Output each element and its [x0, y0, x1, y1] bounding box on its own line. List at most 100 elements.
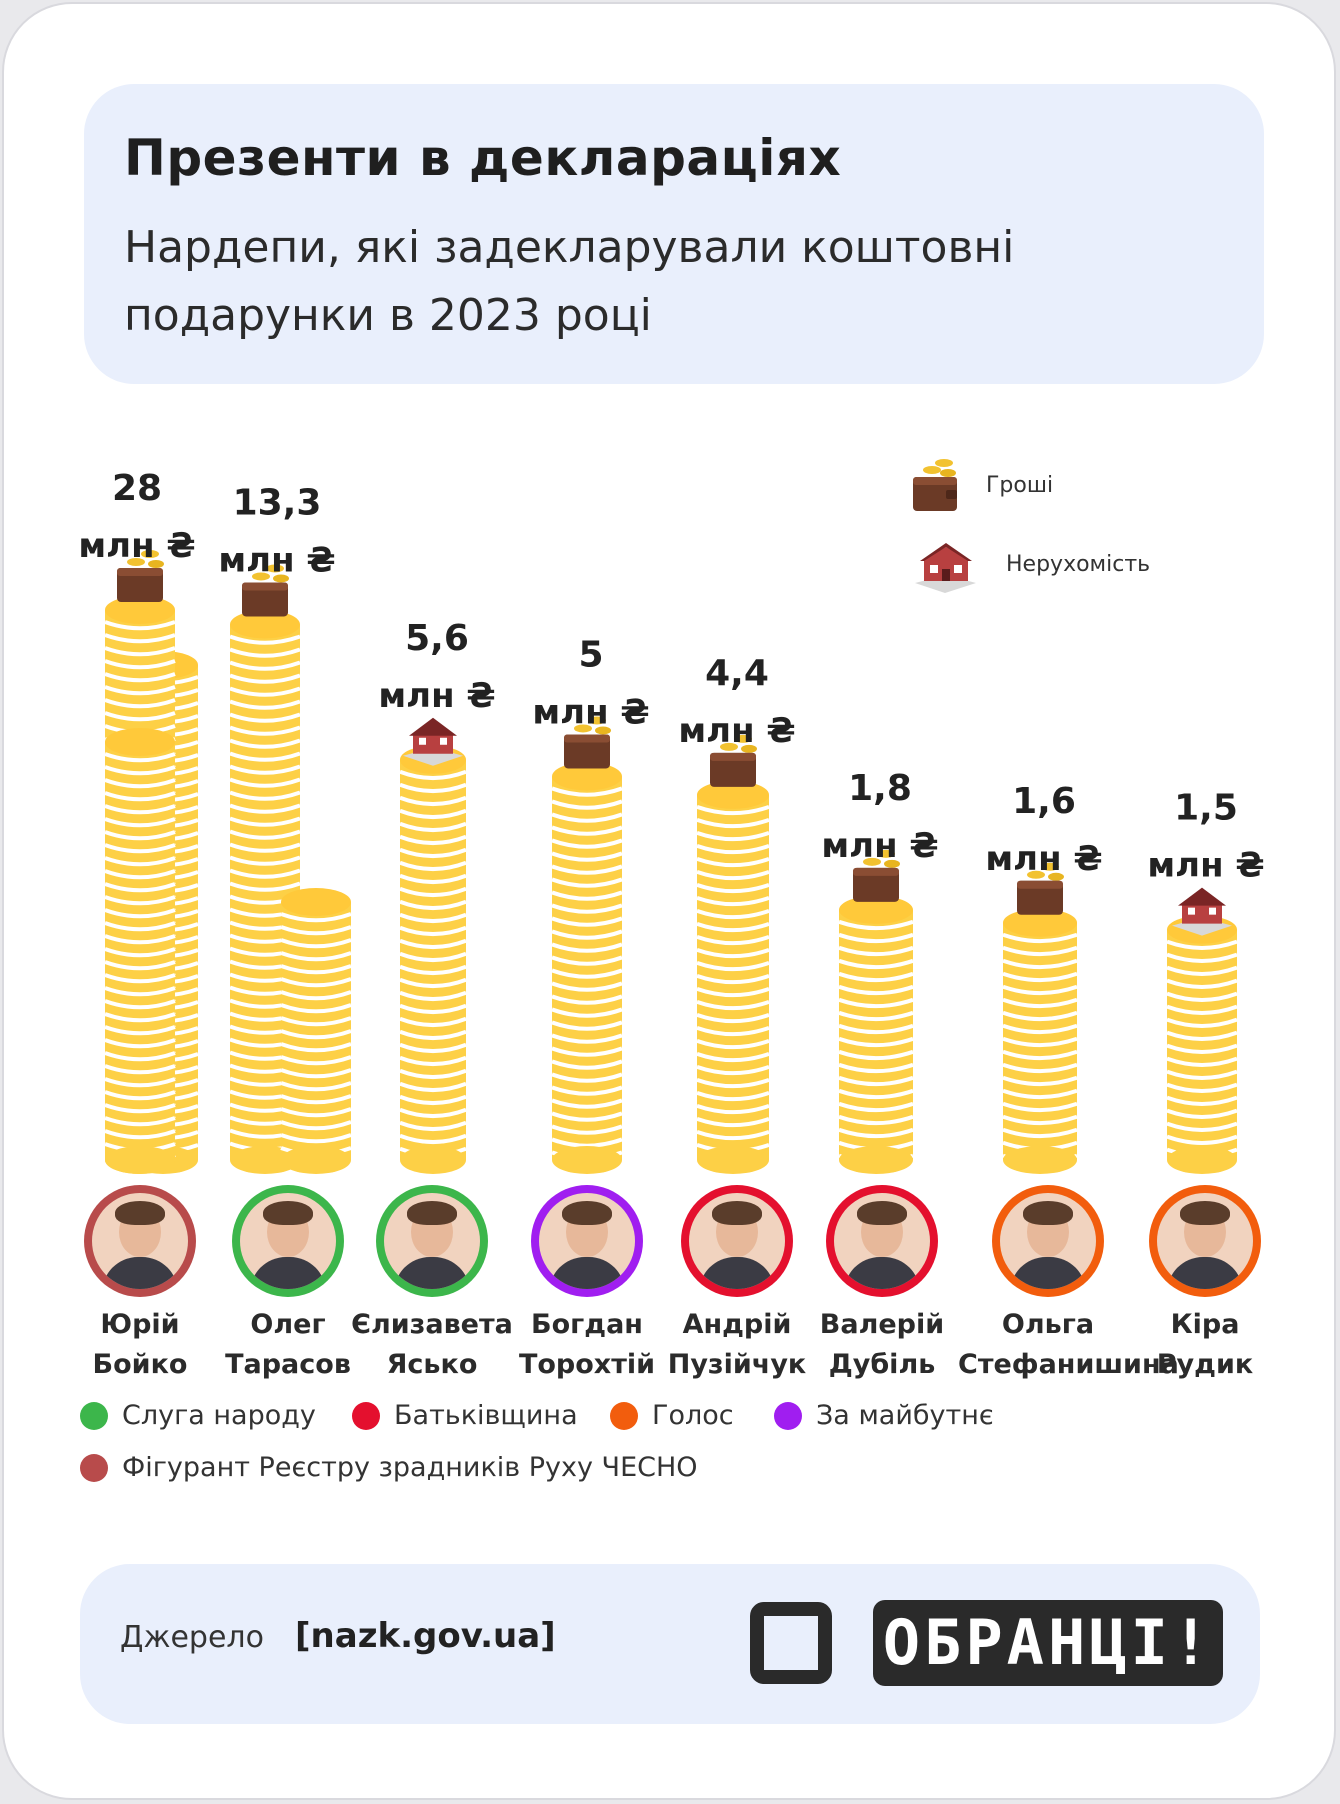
- coin-top: [552, 762, 622, 791]
- coin-edge: [399, 977, 467, 988]
- first-name: Юрій: [100, 1309, 180, 1340]
- coin-edge: [229, 699, 301, 710]
- coin-edge: [399, 808, 467, 819]
- coin-edge: [104, 895, 176, 906]
- avatar: [826, 1185, 938, 1297]
- coin-edge: [104, 843, 176, 854]
- legend-batkivshchyna-label: Батьківщина: [394, 1400, 578, 1431]
- coin-edge: [104, 672, 176, 683]
- coin-edge: [696, 947, 770, 959]
- coin-edge: [399, 1029, 467, 1040]
- coin-edge: [1166, 1108, 1238, 1119]
- coin-edge: [399, 1003, 467, 1014]
- source-link[interactable]: [nazk.gov.ua]: [295, 1616, 556, 1656]
- coin-edge: [104, 1090, 176, 1101]
- coin-bottom: [1167, 1146, 1237, 1174]
- coin-edge: [104, 633, 176, 644]
- portrait-photo: [384, 1193, 480, 1289]
- coin-edge: [104, 685, 176, 696]
- coin-edge: [104, 646, 176, 657]
- coin-edge: [104, 921, 176, 932]
- coin-edge: [696, 908, 770, 920]
- coin-edge: [838, 958, 914, 970]
- coin-icon: [588, 716, 606, 725]
- coin-edge: [696, 1051, 770, 1063]
- wallet-icon: [117, 568, 163, 602]
- coin-edge: [696, 999, 770, 1011]
- value-label: 5: [578, 634, 603, 675]
- portrait-photo: [689, 1193, 785, 1289]
- coin-edge: [696, 934, 770, 946]
- coin-edge: [1166, 1082, 1238, 1093]
- coin-edge: [551, 1085, 623, 1096]
- portrait-photo: [1157, 1193, 1253, 1289]
- house-window: [1209, 907, 1216, 915]
- coin-edge: [399, 1133, 467, 1144]
- last-name: Рудик: [1156, 1349, 1254, 1380]
- coin-edge: [280, 1042, 352, 1053]
- coin-top: [697, 780, 769, 809]
- coin-top: [281, 888, 351, 916]
- first-name: Андрій: [682, 1309, 792, 1340]
- coin-edge: [399, 834, 467, 845]
- unit-label: млн ₴: [218, 540, 335, 580]
- house-icon: [915, 543, 976, 593]
- coin-edge: [1002, 1114, 1078, 1126]
- coin-edge: [229, 764, 301, 775]
- coin-icon: [266, 564, 284, 573]
- coin-edge: [696, 986, 770, 998]
- coin-edge: [229, 868, 301, 879]
- legend-servant: Слуга народу: [80, 1400, 316, 1431]
- coin-edge: [399, 769, 467, 780]
- coin-edge: [838, 1010, 914, 1022]
- coin-icon: [252, 572, 270, 581]
- coin-edge: [104, 765, 176, 776]
- coin-edge: [399, 795, 467, 806]
- bar-0: [104, 550, 199, 1174]
- coin-top: [105, 596, 175, 624]
- coin-edge: [1166, 1095, 1238, 1106]
- coin-edge: [229, 660, 301, 671]
- first-name: Єлизавета: [351, 1309, 513, 1340]
- wallet-flap: [564, 734, 610, 743]
- legend-dot: [352, 1401, 380, 1430]
- coin-edge: [838, 1023, 914, 1035]
- coin-icon: [877, 849, 895, 858]
- last-name: Ясько: [386, 1349, 478, 1380]
- coin-edge: [229, 673, 301, 684]
- value-label: 4,4: [705, 653, 769, 694]
- wallet-icon: [242, 582, 288, 617]
- coin-icon: [741, 744, 757, 753]
- coin-edge: [280, 1003, 352, 1014]
- coin-edge: [280, 990, 352, 1001]
- coin-stack-body: [552, 776, 622, 1160]
- coin-edge: [104, 1025, 176, 1036]
- coin-edge: [104, 1129, 176, 1140]
- coin-edge: [551, 994, 623, 1005]
- coin-edge: [399, 1120, 467, 1131]
- coin-edge: [104, 778, 176, 789]
- portrait-photo: [1000, 1193, 1096, 1289]
- first-name: Богдан: [531, 1309, 643, 1340]
- coin-edge: [551, 825, 623, 836]
- bar-7: [1166, 887, 1238, 1174]
- coin-edge: [551, 799, 623, 810]
- legend-property: Нерухомість: [910, 533, 1150, 595]
- bar-6: [1002, 862, 1078, 1174]
- coin-edge: [1002, 1036, 1078, 1048]
- coin-edge: [551, 1046, 623, 1057]
- logo-square-icon: [750, 1602, 832, 1684]
- coin-top: [1003, 908, 1077, 937]
- coin-stack-body: [281, 902, 351, 1160]
- coin-edge: [229, 725, 301, 736]
- coin-edge: [696, 856, 770, 868]
- coin-edge: [1166, 1017, 1238, 1028]
- coin-edge: [399, 1042, 467, 1053]
- wallet-flap: [853, 867, 899, 876]
- legend-holos-label: Голос: [652, 1400, 734, 1431]
- footer-panel: Джерело [nazk.gov.ua] ОБРАНЦІ!: [80, 1564, 1260, 1724]
- coin-icon: [734, 734, 752, 743]
- coin-edge: [696, 817, 770, 829]
- coin-top: [230, 610, 300, 639]
